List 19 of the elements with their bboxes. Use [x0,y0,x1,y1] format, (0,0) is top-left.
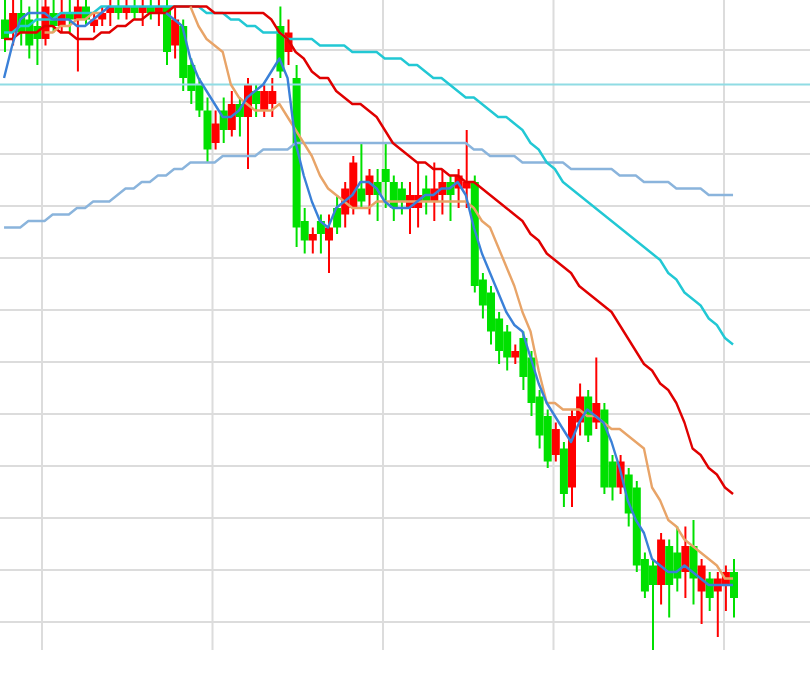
candlestick [211,109,220,151]
candlestick [325,213,333,274]
candlestick [649,558,657,650]
candlestick [511,343,520,365]
candlestick [559,441,568,508]
candlestick [357,142,366,209]
candlestick [333,194,342,235]
candlestick [260,83,269,118]
candlestick [171,5,180,60]
candlestick [268,77,277,118]
candlestick [308,226,317,255]
candlestick [462,129,471,209]
candlestick [203,96,212,164]
candlestick [657,532,666,606]
candlestick [227,90,236,138]
candlestick [673,525,682,593]
candlestick [551,421,560,463]
candlestick [730,558,738,619]
candlestick [252,83,261,118]
